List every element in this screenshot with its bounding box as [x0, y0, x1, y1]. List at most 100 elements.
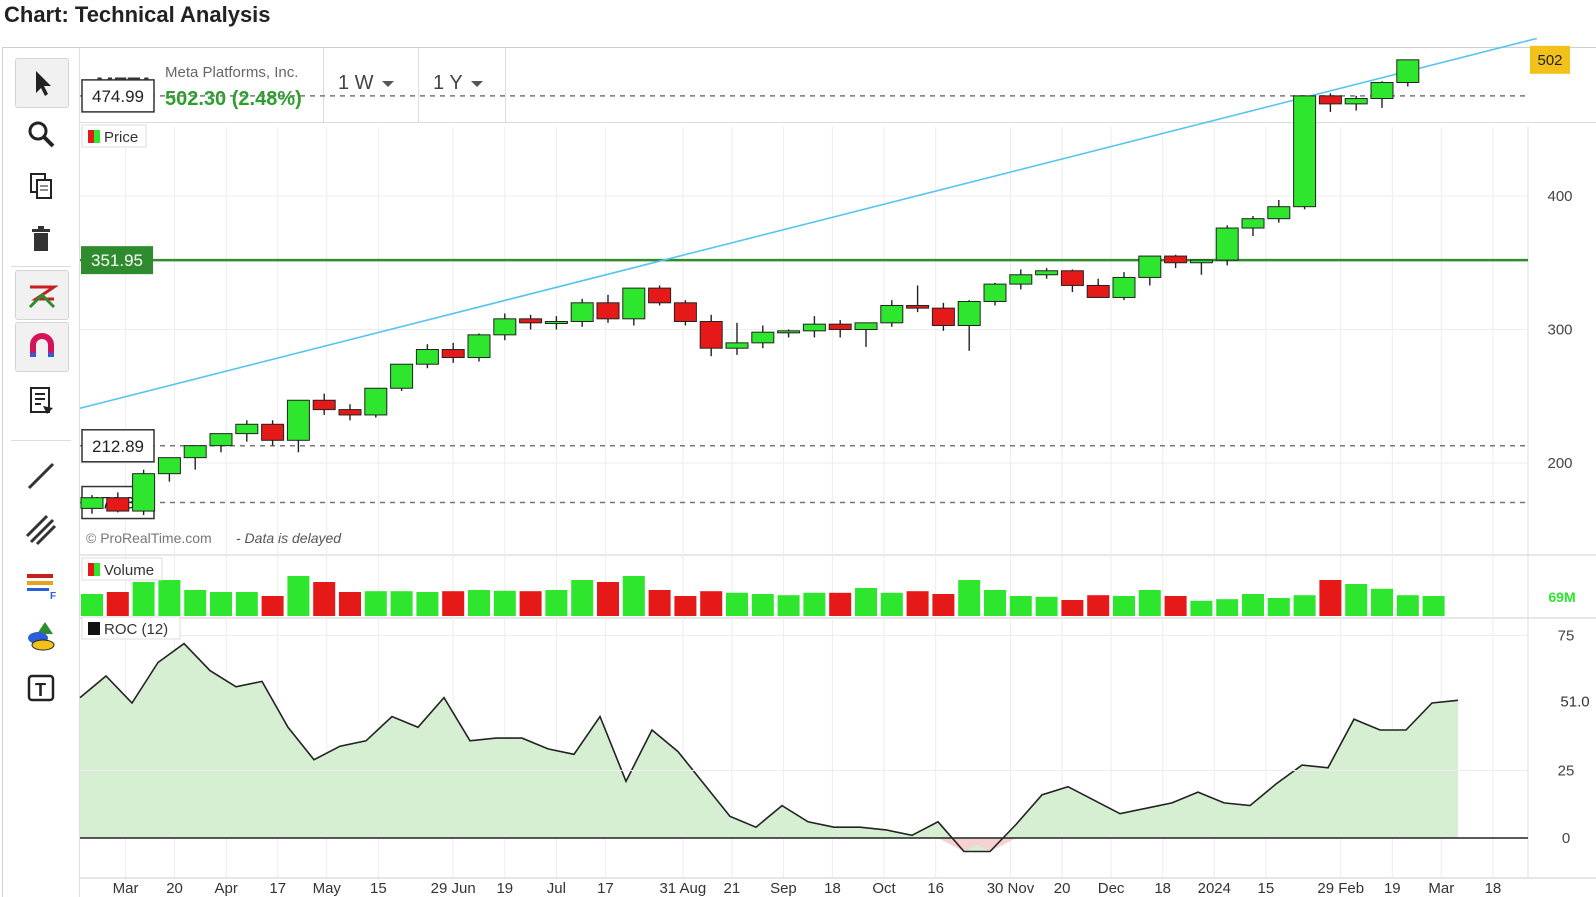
candle-body	[1215, 227, 1239, 261]
x-axis-tick-label: May	[313, 880, 342, 896]
roc-negative-area	[938, 838, 1016, 852]
volume-last-value: 69M	[1548, 589, 1575, 605]
parallel-lines-tool-button[interactable]	[15, 506, 67, 554]
delete-tool-button[interactable]	[15, 215, 67, 263]
candle-body	[338, 409, 362, 416]
candle-body	[312, 399, 336, 411]
pointer-tool-button[interactable]	[15, 58, 69, 108]
volume-bar	[158, 580, 181, 616]
candle-body	[1086, 284, 1110, 298]
volume-bar	[416, 592, 439, 616]
volume-bar	[803, 592, 826, 616]
candle-body	[1293, 95, 1317, 208]
panel-label-box	[81, 616, 181, 640]
volume-bar	[1371, 588, 1393, 616]
interval-dropdown[interactable]: 1 W	[338, 72, 394, 95]
candle-body	[1164, 255, 1188, 264]
candle-body	[931, 307, 955, 326]
volume-bar	[906, 591, 929, 616]
price-change: 502.30 (2.48%)	[165, 88, 302, 110]
text-tool-button[interactable]: T	[15, 664, 67, 712]
volume-bar	[1216, 599, 1239, 616]
magnet-tool-button[interactable]	[15, 322, 69, 372]
shapes-tool-button[interactable]	[15, 612, 67, 660]
volume-bar	[210, 592, 232, 616]
volume-bar	[1267, 598, 1290, 616]
candle-body	[441, 349, 465, 359]
x-axis-tick-label: 19	[1384, 880, 1401, 896]
candle-body	[415, 349, 439, 365]
volume-bar	[545, 590, 568, 616]
volume-bar	[1345, 584, 1368, 616]
shapes-icon	[28, 622, 55, 651]
volume-bar	[1113, 596, 1135, 616]
volume-bar	[81, 594, 103, 616]
roc-line	[79, 642, 1459, 853]
last-price-tag	[1530, 45, 1570, 74]
candle-body	[880, 304, 904, 324]
volume-bar	[390, 591, 413, 616]
x-axis-tick-label: Oct	[872, 880, 896, 896]
x-axis-tick-label: 17	[597, 880, 614, 896]
candle-body	[983, 283, 1007, 302]
level-tag-box	[81, 429, 155, 463]
volume-bar	[132, 582, 155, 616]
candle-body	[1396, 59, 1420, 84]
x-axis-tick-label: Sep	[770, 880, 797, 896]
zoom-tool-button[interactable]	[15, 110, 67, 158]
candle-body	[157, 457, 181, 475]
candle-body	[364, 387, 388, 416]
volume-bar	[932, 594, 955, 616]
chevron-down-icon	[470, 80, 483, 87]
level-tag-label: 351.95	[91, 251, 143, 270]
volume-bar	[674, 596, 697, 616]
candle-body	[1138, 255, 1162, 278]
x-axis-tick-label: 29 Feb	[1317, 880, 1364, 896]
x-axis-tick-label: 18	[1154, 880, 1171, 896]
x-axis-tick-label: 29 Jun	[431, 880, 476, 896]
candle-body	[1009, 274, 1033, 285]
volume-bar	[855, 588, 877, 616]
indicator-tool-button[interactable]: F	[15, 560, 67, 608]
x-axis-tick-label: 18	[1485, 880, 1502, 896]
text-icon: T	[27, 674, 55, 702]
volume-bar	[1396, 595, 1419, 616]
candle-body	[132, 473, 156, 512]
volume-bar	[648, 590, 671, 616]
magnet-icon	[30, 333, 54, 357]
copy-tool-button[interactable]	[15, 162, 67, 210]
volume-bar	[777, 595, 800, 616]
zoom-icon	[28, 121, 55, 148]
range-dropdown[interactable]: 1 Y	[433, 72, 483, 95]
pointer-icon	[36, 71, 51, 96]
x-axis-tick-label: 2024	[1198, 880, 1231, 896]
candle-body	[854, 322, 878, 331]
volume-bar	[829, 592, 852, 616]
volume-panel-label: Volume	[104, 562, 154, 579]
line-tool-button[interactable]	[15, 452, 67, 500]
candle-body	[209, 433, 233, 447]
x-axis-tick-label: 18	[824, 880, 841, 896]
candle-body	[80, 497, 104, 509]
volume-bar	[468, 590, 490, 616]
candle-body	[906, 304, 930, 309]
candle-body	[1318, 95, 1342, 105]
candle-body	[957, 300, 981, 326]
parallel-lines-icon	[25, 514, 57, 546]
delay-notice: - Data is delayed	[236, 530, 342, 546]
notes-tool-button[interactable]	[15, 376, 67, 424]
x-axis-tick-label: Mar	[113, 880, 139, 896]
svg-text:T: T	[35, 680, 46, 700]
candle-body	[1035, 270, 1059, 276]
volume-bar	[1087, 595, 1110, 616]
volume-bar	[493, 590, 516, 616]
volume-bar	[571, 580, 594, 616]
roc-panel-label: ROC (12)	[104, 621, 168, 638]
zigzag-tool-button[interactable]	[15, 270, 69, 320]
x-axis-tick-label: Jul	[547, 880, 566, 896]
price-axis-tick-label: 300	[1547, 322, 1572, 339]
panel-label-box	[81, 557, 163, 581]
volume-bar	[1061, 600, 1084, 616]
volume-bar	[1293, 595, 1316, 616]
